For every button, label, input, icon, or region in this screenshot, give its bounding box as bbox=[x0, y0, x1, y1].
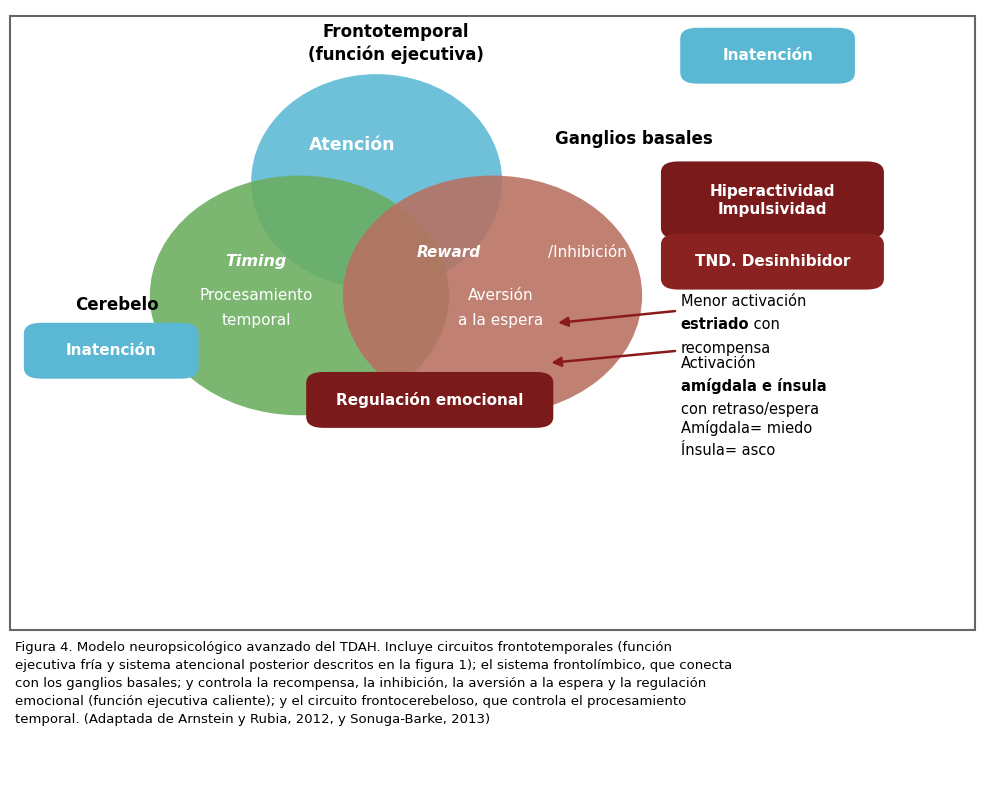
Ellipse shape bbox=[343, 176, 642, 415]
Text: Activación: Activación bbox=[681, 355, 756, 370]
FancyBboxPatch shape bbox=[661, 162, 884, 239]
Text: Hiperactividad
Impulsividad: Hiperactividad Impulsividad bbox=[709, 184, 835, 217]
Ellipse shape bbox=[251, 74, 502, 289]
FancyBboxPatch shape bbox=[24, 323, 199, 379]
Text: Ínsula= asco: Ínsula= asco bbox=[681, 444, 775, 459]
Text: Cerebelo: Cerebelo bbox=[76, 296, 160, 314]
Ellipse shape bbox=[150, 176, 449, 415]
Text: amígdala e ínsula: amígdala e ínsula bbox=[681, 378, 826, 394]
Text: temporal: temporal bbox=[222, 313, 291, 328]
Text: /Inhibición: /Inhibición bbox=[549, 245, 627, 260]
Text: con: con bbox=[750, 318, 780, 333]
Text: a la espera: a la espera bbox=[458, 313, 543, 328]
Text: Inatención: Inatención bbox=[722, 48, 813, 63]
Text: Frontotemporal
(función ejecutiva): Frontotemporal (función ejecutiva) bbox=[308, 23, 484, 64]
Text: Figura 4. Modelo neuropsicológico avanzado del TDAH. Incluye circuitos frontotem: Figura 4. Modelo neuropsicológico avanza… bbox=[15, 641, 732, 727]
Text: Timing: Timing bbox=[226, 254, 287, 269]
Text: Menor activación: Menor activación bbox=[681, 294, 806, 309]
Text: con retraso/espera: con retraso/espera bbox=[681, 402, 819, 417]
Text: TND. Desinhibidor: TND. Desinhibidor bbox=[694, 254, 850, 269]
Text: Atención: Atención bbox=[309, 136, 396, 154]
Text: Procesamiento: Procesamiento bbox=[199, 288, 312, 303]
FancyBboxPatch shape bbox=[681, 28, 855, 84]
Text: Ganglios basales: Ganglios basales bbox=[556, 130, 713, 147]
Text: Reward: Reward bbox=[417, 245, 481, 260]
FancyBboxPatch shape bbox=[661, 234, 884, 289]
Text: Aversión: Aversión bbox=[468, 288, 533, 303]
Text: Regulación emocional: Regulación emocional bbox=[336, 392, 523, 408]
FancyBboxPatch shape bbox=[306, 372, 554, 428]
Text: Inatención: Inatención bbox=[66, 344, 157, 359]
Text: estriado: estriado bbox=[681, 318, 750, 333]
Text: Amígdala= miedo: Amígdala= miedo bbox=[681, 419, 812, 436]
Text: recompensa: recompensa bbox=[681, 340, 771, 355]
